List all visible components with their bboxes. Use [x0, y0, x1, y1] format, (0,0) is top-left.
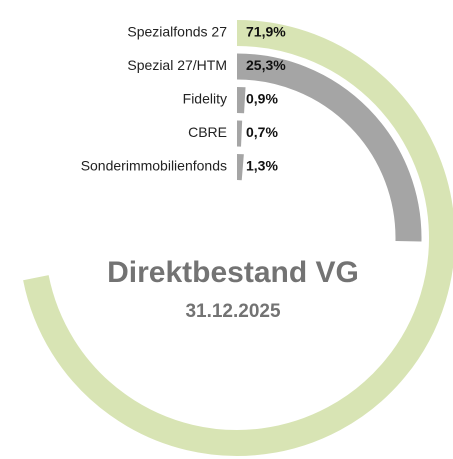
category-label: Fidelity [183, 91, 227, 107]
category-label: CBRE [188, 124, 227, 140]
value-label: 25,3% [246, 57, 286, 73]
value-label: 0,7% [246, 124, 278, 140]
value-label: 0,9% [246, 91, 278, 107]
arc-bar [236, 53, 422, 242]
category-label: Sonderimmobilienfonds [81, 158, 227, 174]
chart-title: Direktbestand VG [107, 256, 359, 289]
category-label: Spezial 27/HTM [127, 57, 227, 73]
category-label: Spezialfonds 27 [127, 24, 227, 40]
value-label: 1,3% [246, 158, 278, 174]
chart-subtitle: 31.12.2025 [185, 301, 281, 322]
arc-bar [23, 20, 453, 456]
value-label: 71,9% [246, 24, 286, 40]
